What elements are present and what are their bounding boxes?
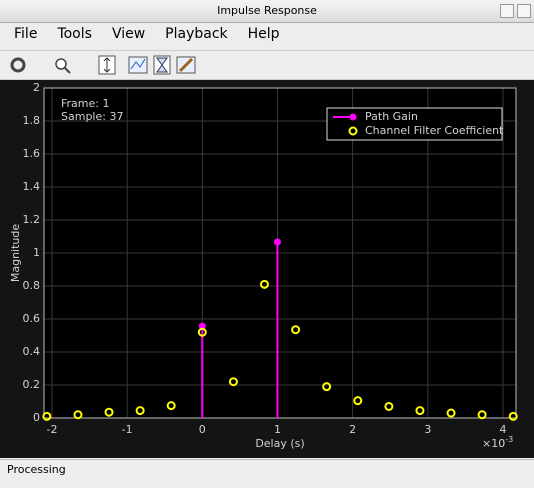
x-exponent-base: ×10 bbox=[482, 437, 505, 450]
x-tick-label: 4 bbox=[499, 423, 506, 436]
trigger-button[interactable] bbox=[152, 55, 172, 75]
y-tick-label: 0.6 bbox=[23, 312, 41, 325]
title-bar: Impulse Response bbox=[0, 0, 534, 23]
coefficient-marker bbox=[135, 406, 145, 416]
legend-label: Channel Filter Coefficient bbox=[365, 124, 504, 137]
autoscale-button[interactable] bbox=[97, 55, 117, 75]
menu-item[interactable]: Help bbox=[247, 26, 280, 42]
legend-label: Path Gain bbox=[365, 110, 418, 123]
coefficient-marker bbox=[353, 396, 363, 406]
style-button[interactable] bbox=[176, 55, 196, 75]
menu-item[interactable]: Playback bbox=[165, 26, 228, 42]
settings-button[interactable] bbox=[8, 55, 28, 75]
x-exponent-power: -3 bbox=[505, 435, 513, 444]
legend-box bbox=[326, 107, 503, 141]
legend-swatch bbox=[349, 113, 357, 121]
figure: 0 0.2 0.4 0.6 0.8 1 1.2 1.4 1.6 1.8 2 -2 -1 0 1 2 3 4 ×10-… bbox=[0, 80, 534, 458]
legend-swatch bbox=[348, 126, 358, 136]
y-tick-label: 0.2 bbox=[23, 378, 41, 391]
x-tick-label: 0 bbox=[199, 423, 206, 436]
y-tick-label: 0 bbox=[33, 411, 40, 424]
coefficient-marker bbox=[446, 408, 456, 418]
chart: 0 0.2 0.4 0.6 0.8 1 1.2 1.4 1.6 1.8 2 -2 -1 0 1 2 3 4×10-… bbox=[9, 81, 518, 451]
coefficient-marker bbox=[259, 279, 269, 289]
menu-item[interactable]: Tools bbox=[57, 26, 92, 42]
stem-marker bbox=[273, 238, 281, 246]
stem-marker bbox=[198, 322, 206, 330]
coefficient-marker bbox=[197, 327, 207, 337]
coefficient-marker bbox=[104, 407, 114, 417]
y-tick-label: 1 bbox=[33, 246, 40, 259]
y-tick-label: 1.2 bbox=[23, 213, 41, 226]
window-title: Impulse Response bbox=[217, 4, 317, 17]
annotation: Frame: 1 bbox=[61, 97, 109, 110]
y-tick-label: 0.4 bbox=[23, 345, 41, 358]
x-exponent: ×10-3 bbox=[482, 435, 513, 451]
y-tick-label: 1.8 bbox=[23, 114, 41, 127]
coefficient-marker bbox=[508, 411, 518, 421]
coefficient-marker bbox=[384, 401, 394, 411]
menu-bar: File Tools View Playback Help bbox=[0, 26, 286, 48]
x-tick-label: 2 bbox=[349, 423, 356, 436]
minimize-button[interactable] bbox=[500, 4, 514, 18]
coefficient-marker bbox=[228, 377, 238, 387]
annotation: Sample: 37 bbox=[61, 110, 123, 123]
close-button[interactable] bbox=[517, 4, 531, 18]
coefficient-marker bbox=[415, 406, 425, 416]
menu-item[interactable]: File bbox=[14, 26, 38, 42]
axes-frame bbox=[43, 87, 517, 419]
plot-button[interactable] bbox=[128, 55, 148, 75]
x-tick-label: -1 bbox=[122, 423, 133, 436]
y-tick-label: 2 bbox=[33, 81, 40, 94]
coefficient-marker bbox=[42, 411, 52, 421]
coefficient-marker bbox=[322, 382, 332, 392]
y-axis-label: Magnitude bbox=[9, 224, 22, 283]
coefficient-marker bbox=[73, 410, 83, 420]
coefficient-marker bbox=[291, 325, 301, 335]
menu-item[interactable]: View bbox=[111, 26, 146, 42]
toolbar bbox=[0, 50, 534, 80]
zoom-button[interactable] bbox=[52, 55, 72, 75]
x-axis-label: Delay (s) bbox=[255, 437, 304, 450]
x-tick-label: 1 bbox=[274, 423, 281, 436]
coefficient-marker bbox=[477, 410, 487, 420]
x-tick-label: 3 bbox=[424, 423, 431, 436]
status-bar: Processing bbox=[0, 459, 534, 488]
coefficient-marker bbox=[166, 401, 176, 411]
x-tick-label: -2 bbox=[46, 423, 57, 436]
status-text: Processing bbox=[7, 463, 66, 476]
y-tick-label: 0.8 bbox=[23, 279, 41, 292]
y-tick-label: 1.4 bbox=[23, 180, 41, 193]
y-tick-label: 1.6 bbox=[23, 147, 41, 160]
